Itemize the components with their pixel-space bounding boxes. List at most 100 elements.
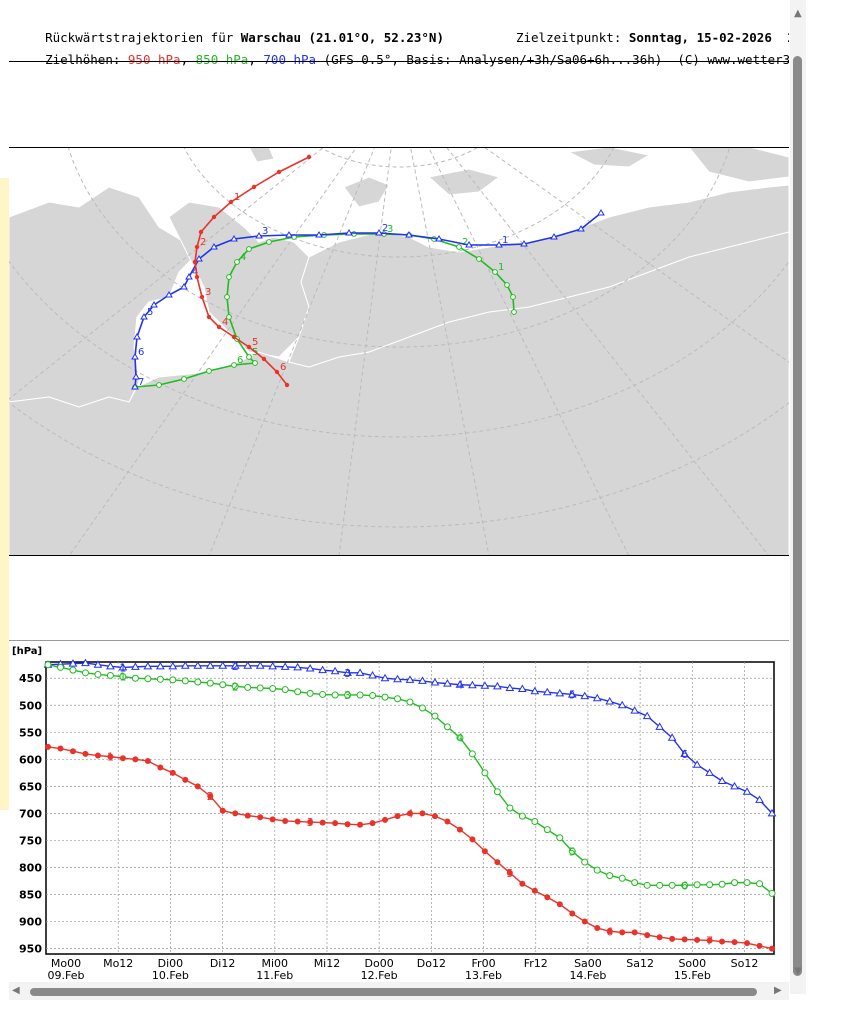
data-point-red [494, 859, 501, 866]
data-point-blue [81, 658, 90, 667]
data-point-blue [642, 711, 652, 720]
data-point-green [518, 812, 526, 820]
pressure-chart: [hPa] 1 2 3 4 5 6 1 2 3 4 5 6 1 2 3 4 5 6 7 450 500 550 600 65… [12, 646, 777, 982]
data-point-blue [368, 671, 377, 679]
data-point-blue [418, 676, 427, 684]
series-label-blue: 5 [569, 688, 576, 701]
data-point-blue [305, 663, 315, 672]
map-point-blue [435, 235, 443, 242]
data-point-red [456, 826, 463, 833]
data-point-red [619, 929, 626, 936]
x-tick-label: Mi12 [314, 957, 341, 970]
map-point-red [274, 369, 280, 375]
y-tick-label: 850 [19, 889, 42, 902]
data-point-blue [567, 689, 577, 698]
scroll-up-arrow-icon[interactable]: ▲ [794, 8, 802, 19]
series-label-green: 6 [681, 879, 688, 892]
map-point-blue [133, 333, 141, 340]
data-point-red [444, 818, 451, 825]
map-label-red: 1 [234, 192, 240, 203]
data-point-red [569, 910, 576, 917]
series-label-green: 2 [232, 680, 239, 693]
map-point-red [276, 169, 282, 175]
data-point-red [719, 938, 726, 945]
vertical-scrollbar-thumb[interactable] [793, 56, 802, 976]
data-point-green [381, 693, 389, 701]
series-label-red: 3 [307, 816, 314, 829]
map-point-red [306, 154, 312, 160]
data-point-red [656, 934, 663, 941]
data-point-blue [93, 660, 103, 668]
data-point-green [731, 879, 739, 887]
map-label-blue: 1 [502, 235, 508, 246]
data-point-green [556, 834, 564, 842]
data-point-blue [355, 668, 365, 676]
data-point-green [294, 688, 302, 696]
y-tick-label: 500 [19, 699, 42, 712]
x-tick-label: So00 [678, 957, 706, 970]
data-point-red [307, 819, 314, 826]
map-point-green [206, 368, 212, 374]
data-point-blue [468, 680, 477, 689]
data-point-blue [443, 679, 452, 687]
data-point-red [144, 757, 151, 764]
data-point-blue [168, 661, 178, 670]
horizontal-scrollbar-thumb[interactable] [30, 988, 757, 996]
series-label-red: 2 [207, 790, 214, 803]
data-point-blue [343, 668, 352, 676]
data-point-red [282, 817, 289, 824]
series-label-blue: 6 [681, 748, 688, 761]
map-point-green [181, 376, 187, 382]
data-point-red [756, 942, 763, 949]
data-point-green [331, 691, 339, 699]
map-point-blue [180, 283, 188, 290]
data-point-blue [243, 661, 253, 669]
data-point-green [94, 670, 102, 678]
data-point-blue [318, 665, 327, 674]
data-point-blue [118, 662, 128, 671]
map-label-red: 5 [252, 337, 258, 348]
map-point-blue [140, 313, 148, 320]
data-point-red [481, 848, 488, 855]
level-red: 950 hPa [127, 52, 181, 67]
data-point-green [543, 826, 551, 834]
data-point-green [281, 686, 289, 694]
scroll-right-arrow-icon[interactable]: ▶ [774, 985, 782, 996]
target-time-value: Sonntag, 15-02-2026 18 UTC [628, 30, 789, 45]
map-point-blue [315, 231, 323, 238]
data-point-red [681, 936, 688, 943]
data-point-red [357, 821, 364, 828]
data-point-red [45, 743, 51, 750]
data-point-red [107, 753, 114, 760]
map-point-blue [150, 301, 158, 308]
map-point-blue [165, 291, 173, 298]
map-point-blue [375, 229, 383, 236]
data-point-red [669, 935, 676, 942]
x-tick-label: Mi00 [262, 957, 289, 970]
data-point-blue [717, 776, 727, 784]
data-point-red [94, 752, 101, 759]
data-point-blue [155, 661, 165, 670]
map-point-blue [465, 241, 473, 248]
data-point-blue [455, 680, 465, 688]
scroll-down-arrow-icon[interactable]: ▼ [794, 966, 802, 977]
scroll-left-arrow-icon[interactable]: ◀ [12, 985, 20, 996]
data-point-green [256, 684, 264, 692]
data-point-red [269, 816, 276, 823]
data-point-blue [68, 659, 78, 667]
data-point-red [169, 769, 176, 776]
x-date-label: 14.Feb [569, 969, 606, 982]
title-prefix: Rückwärtstrajektorien für [45, 30, 241, 45]
data-point-blue [205, 661, 215, 669]
x-date-label: 15.Feb [674, 969, 711, 982]
y-tick-label: 750 [19, 834, 42, 847]
data-point-green [768, 889, 776, 897]
data-point-green [156, 675, 164, 683]
map-label-blue: 4 [192, 267, 198, 278]
map-point-blue [185, 273, 193, 280]
data-point-green [144, 675, 152, 683]
data-point-green [269, 684, 277, 692]
data-point-blue [106, 661, 115, 670]
data-point-green [656, 881, 664, 889]
